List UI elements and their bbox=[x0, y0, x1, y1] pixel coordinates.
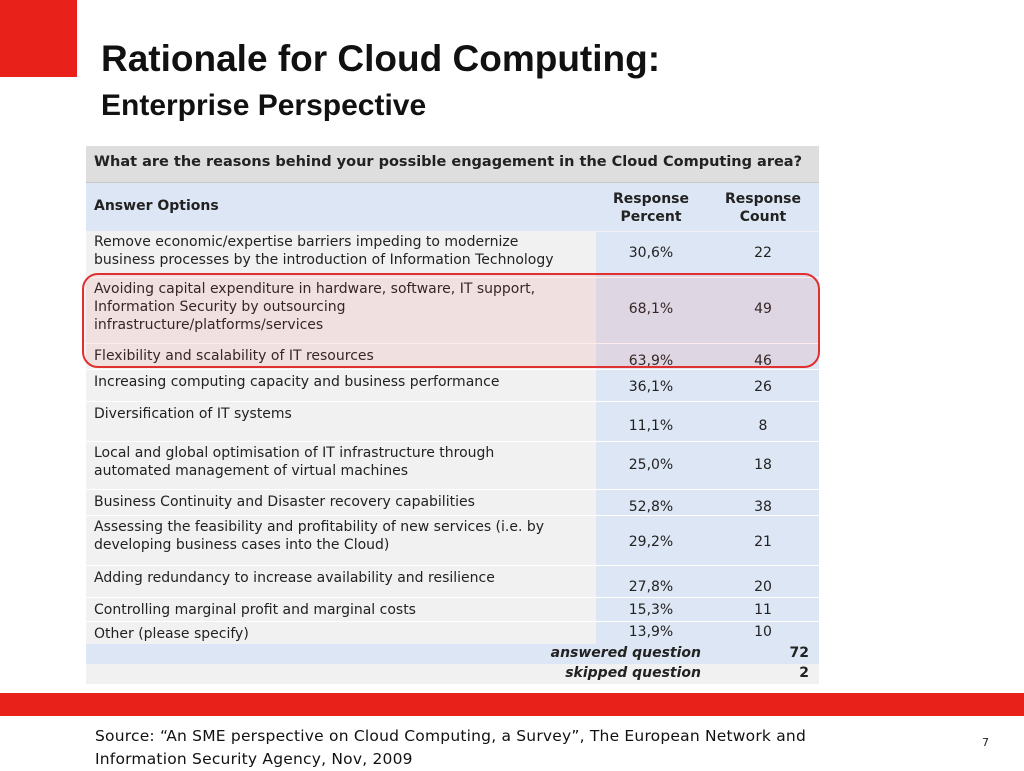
response-percent: 52,8% bbox=[628, 499, 674, 515]
answer-option: Controlling marginal profit and marginal… bbox=[94, 602, 416, 618]
response-count: 8 bbox=[758, 418, 768, 434]
page-number: 7 bbox=[982, 736, 989, 749]
row-divider bbox=[86, 489, 819, 490]
question-row: What are the reasons behind your possibl… bbox=[86, 146, 819, 183]
skipped-label: skipped question bbox=[565, 665, 701, 681]
response-count: 22 bbox=[754, 245, 772, 261]
row-divider bbox=[86, 343, 819, 344]
answer-option: Local and global optimisation of IT infr… bbox=[94, 445, 495, 479]
highlight-outline bbox=[82, 273, 820, 368]
answer-option: Adding redundancy to increase availabili… bbox=[94, 570, 495, 586]
answered-value: 72 bbox=[789, 645, 809, 661]
response-count: 18 bbox=[754, 457, 772, 473]
response-percent: 36,1% bbox=[628, 379, 674, 395]
response-count-header: Response Count bbox=[724, 191, 802, 225]
answer-options-header: Answer Options bbox=[94, 198, 219, 214]
row-divider bbox=[86, 369, 819, 370]
response-count: 26 bbox=[754, 379, 772, 395]
bottom-accent-bar bbox=[0, 693, 1024, 716]
response-percent-header: Response Percent bbox=[612, 191, 690, 225]
row-divider bbox=[86, 441, 819, 442]
response-count: 11 bbox=[754, 602, 772, 618]
source-citation: Source: “An SME perspective on Cloud Com… bbox=[95, 727, 806, 768]
row-divider bbox=[86, 277, 819, 278]
response-count: 49 bbox=[754, 301, 772, 317]
row-divider bbox=[86, 621, 819, 622]
answered-row: answered question 72 bbox=[86, 644, 819, 664]
row-divider bbox=[86, 565, 819, 566]
row-divider bbox=[86, 515, 819, 516]
answer-option: Diversification of IT systems bbox=[94, 406, 292, 422]
answer-option: Assessing the feasibility and profitabil… bbox=[94, 519, 545, 553]
response-percent: 27,8% bbox=[628, 579, 674, 595]
header-row: Answer Options Response Percent Response C… bbox=[86, 183, 819, 231]
slide-subtitle: Enterprise Perspective bbox=[101, 89, 427, 122]
answer-option: Remove economic/expertise barriers imped… bbox=[94, 234, 554, 268]
response-columns-background bbox=[596, 232, 819, 644]
answer-option: Avoiding capital expenditure in hardware… bbox=[94, 281, 536, 333]
skipped-value: 2 bbox=[799, 665, 809, 681]
skipped-row: skipped question 2 bbox=[86, 664, 819, 684]
corner-accent-block bbox=[0, 0, 77, 77]
response-percent: 68,1% bbox=[628, 301, 674, 317]
response-count: 10 bbox=[754, 624, 772, 640]
answered-label: answered question bbox=[550, 645, 701, 661]
answer-option: Increasing computing capacity and busine… bbox=[94, 374, 500, 390]
response-percent: 29,2% bbox=[628, 534, 674, 550]
response-percent: 25,0% bbox=[628, 457, 674, 473]
slide-title: Rationale for Cloud Computing: bbox=[101, 38, 661, 79]
survey-table: What are the reasons behind your possibl… bbox=[86, 146, 819, 684]
response-count: 21 bbox=[754, 534, 772, 550]
response-count: 20 bbox=[754, 579, 772, 595]
response-percent: 63,9% bbox=[628, 353, 674, 369]
response-count: 38 bbox=[754, 499, 772, 515]
survey-question: What are the reasons behind your possibl… bbox=[94, 154, 803, 170]
response-percent: 11,1% bbox=[628, 418, 674, 434]
response-percent: 15,3% bbox=[628, 602, 674, 618]
answer-option: Business Continuity and Disaster recover… bbox=[94, 494, 475, 510]
answer-option: Other (please specify) bbox=[94, 626, 249, 642]
answer-option: Flexibility and scalability of IT resour… bbox=[94, 348, 374, 364]
row-divider bbox=[86, 597, 819, 598]
response-percent: 13,9% bbox=[628, 624, 674, 640]
row-divider bbox=[86, 401, 819, 402]
response-percent: 30,6% bbox=[628, 245, 674, 261]
response-count: 46 bbox=[754, 353, 772, 369]
